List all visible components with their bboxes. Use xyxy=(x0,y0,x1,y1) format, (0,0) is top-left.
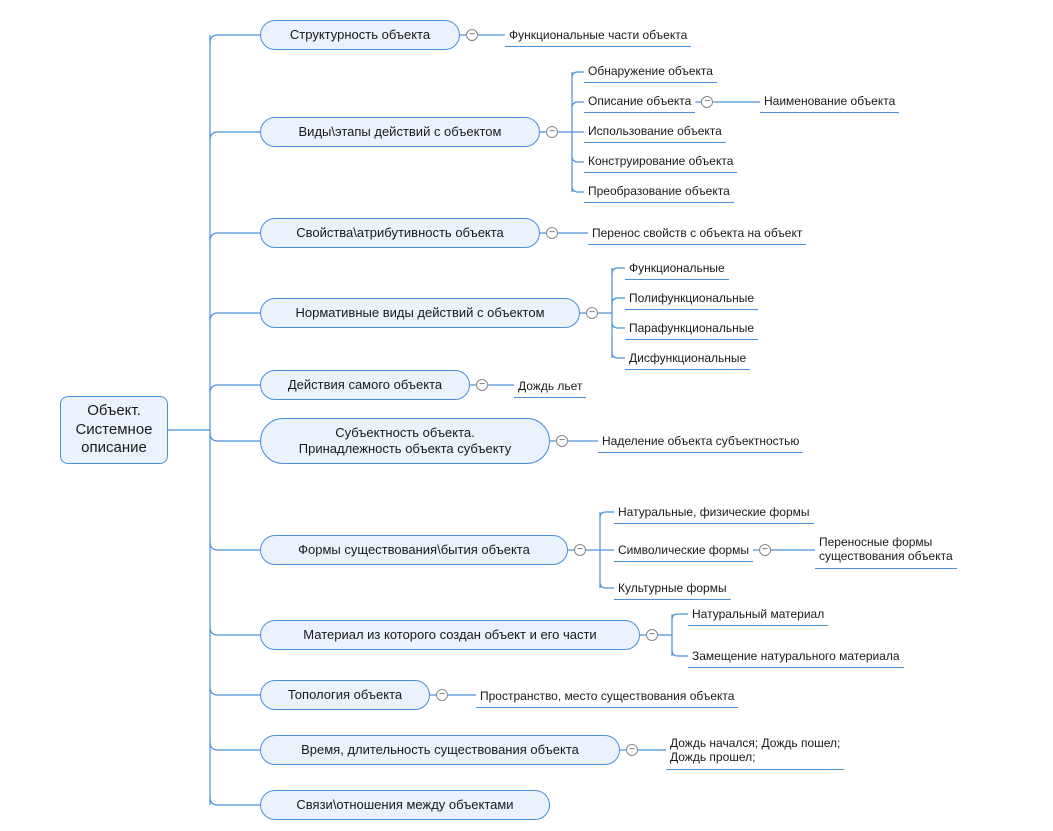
leaf-node[interactable]: Замещение натурального материала xyxy=(688,647,904,668)
leaf-node[interactable]: Натуральные, физические формы xyxy=(614,503,814,524)
leaf-node[interactable]: Обнаружение объекта xyxy=(584,62,717,83)
leaf-node[interactable]: Перенос свойств с объекта на объект xyxy=(588,224,806,245)
leaf-node[interactable]: Полифункциональные xyxy=(625,289,758,310)
branch-node[interactable]: Время, длительность существования объект… xyxy=(260,735,620,765)
collapse-toggle[interactable]: − xyxy=(759,544,771,556)
branch-node[interactable]: Свойства\атрибутивность объекта xyxy=(260,218,540,248)
branch-node[interactable]: Материал из которого создан объект и его… xyxy=(260,620,640,650)
branch-node[interactable]: Действия самого объекта xyxy=(260,370,470,400)
mindmap-canvas: Объект. Системное описание Структурность … xyxy=(0,0,1053,831)
branch-node[interactable]: Формы существования\бытия объекта xyxy=(260,535,568,565)
leaf-node[interactable]: Дождь льет xyxy=(514,377,586,398)
leaf-node[interactable]: Натуральный материал xyxy=(688,605,828,626)
branch-node[interactable]: Связи\отношения между объектами xyxy=(260,790,550,820)
branch-node[interactable]: Субъектность объекта. Принадлежность объ… xyxy=(260,418,550,464)
collapse-toggle[interactable]: − xyxy=(546,227,558,239)
leaf-node[interactable]: Функциональные части объекта xyxy=(505,26,691,47)
branch-node[interactable]: Нормативные виды действий с объектом xyxy=(260,298,580,328)
branch-node[interactable]: Структурность объекта xyxy=(260,20,460,50)
leaf-node[interactable]: Дождь начался; Дождь пошел; Дождь прошел… xyxy=(666,734,844,770)
collapse-toggle[interactable]: − xyxy=(626,744,638,756)
leaf-node[interactable]: Культурные формы xyxy=(614,579,731,600)
leaf-node[interactable]: Переносные формы существования объекта xyxy=(815,533,957,569)
collapse-toggle[interactable]: − xyxy=(646,629,658,641)
leaf-node[interactable]: Конструирование объекта xyxy=(584,152,737,173)
collapse-toggle[interactable]: − xyxy=(574,544,586,556)
collapse-toggle[interactable]: − xyxy=(546,126,558,138)
leaf-node[interactable]: Наделение объекта субъектностью xyxy=(598,432,803,453)
root-node[interactable]: Объект. Системное описание xyxy=(60,396,168,464)
collapse-toggle[interactable]: − xyxy=(476,379,488,391)
collapse-toggle[interactable]: − xyxy=(436,689,448,701)
branch-node[interactable]: Виды\этапы действий с объектом xyxy=(260,117,540,147)
collapse-toggle[interactable]: − xyxy=(466,29,478,41)
collapse-toggle[interactable]: − xyxy=(701,96,713,108)
leaf-node[interactable]: Символические формы xyxy=(614,541,753,562)
collapse-toggle[interactable]: − xyxy=(586,307,598,319)
leaf-node[interactable]: Парафункциональные xyxy=(625,319,758,340)
leaf-node[interactable]: Дисфункциональные xyxy=(625,349,750,370)
leaf-node[interactable]: Наименование объекта xyxy=(760,92,899,113)
leaf-node[interactable]: Функциональные xyxy=(625,259,729,280)
leaf-node[interactable]: Пространство, место существования объект… xyxy=(476,687,738,708)
leaf-node[interactable]: Преобразование объекта xyxy=(584,182,734,203)
leaf-node[interactable]: Описание объекта xyxy=(584,92,695,113)
leaf-node[interactable]: Использование объекта xyxy=(584,122,726,143)
branch-node[interactable]: Топология объекта xyxy=(260,680,430,710)
collapse-toggle[interactable]: − xyxy=(556,435,568,447)
